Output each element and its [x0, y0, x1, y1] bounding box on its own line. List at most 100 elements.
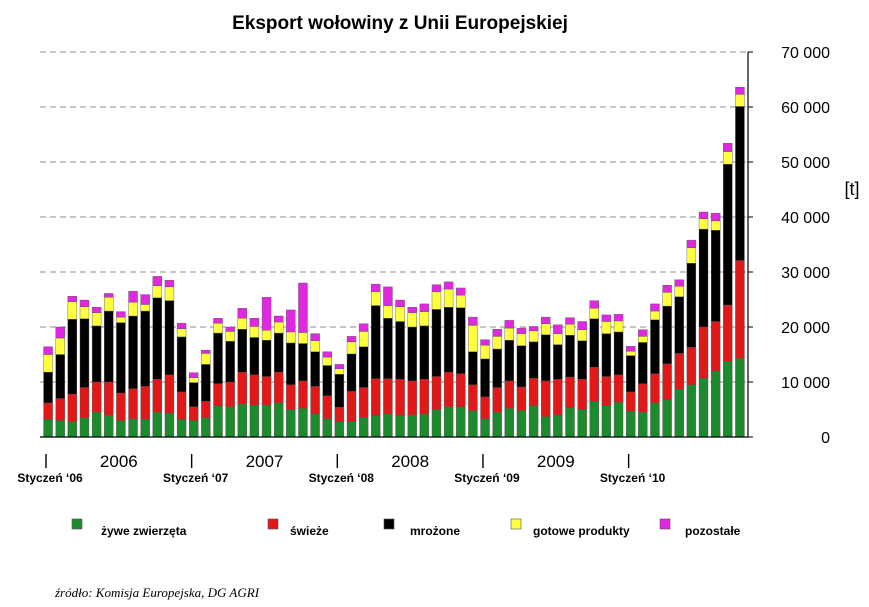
bar-segment: [383, 305, 393, 319]
legend-swatch: [383, 518, 395, 530]
bar-segment: [698, 218, 709, 230]
bar-segment: [638, 383, 648, 413]
bar-segment: [686, 384, 697, 438]
bar-segment: [152, 285, 163, 299]
bar-segment: [613, 331, 624, 376]
bar-segment: [516, 386, 527, 411]
bar-segment: [43, 346, 53, 355]
bar-segment: [626, 351, 636, 356]
bar-segment: [261, 340, 272, 377]
bar-segment: [140, 294, 150, 305]
bar-segment: [67, 296, 78, 302]
bar-segment: [91, 312, 102, 327]
bar-segment: [286, 331, 296, 344]
bar-segment: [116, 322, 126, 394]
bar-segment: [237, 318, 247, 330]
bar-segment: [55, 326, 65, 339]
bar-segment: [79, 299, 90, 307]
bar-segment: [79, 387, 90, 418]
bar-segment: [674, 279, 684, 287]
bar-segment: [310, 333, 320, 341]
bar-segment: [468, 325, 478, 352]
bar-segment: [140, 386, 150, 420]
month-label: Styczeń ‘08: [309, 471, 375, 485]
bar-segment: [601, 314, 612, 322]
bar-segment: [298, 408, 308, 438]
bar-segment: [735, 260, 745, 359]
bar-segment: [152, 276, 163, 286]
bar-segment: [261, 297, 272, 331]
bar-segment: [249, 318, 260, 327]
bar-segment: [358, 417, 369, 438]
bar-segment: [723, 151, 733, 165]
bar-segment: [358, 331, 369, 347]
bar-segment: [601, 376, 612, 406]
bar-segment: [407, 326, 417, 382]
year-label: 2006: [100, 452, 138, 471]
bar-segment: [274, 332, 284, 373]
bar-segment: [723, 163, 733, 306]
bar-segment: [565, 376, 575, 409]
bar-segment: [638, 342, 648, 384]
axes: [40, 52, 749, 438]
bar-segment: [128, 418, 138, 438]
bar-segment: [710, 212, 721, 222]
bar-segment: [419, 325, 430, 380]
bar-segment: [298, 343, 308, 382]
bar-segment: [298, 332, 308, 344]
legend-label: mrożone: [410, 524, 460, 538]
month-label: Styczeń ‘10: [600, 471, 666, 485]
bar-segment: [723, 360, 733, 438]
bar-segment: [480, 344, 490, 360]
bar-segment: [431, 409, 442, 438]
bar-segment: [601, 321, 612, 334]
bar-segment: [286, 342, 296, 385]
bar-segment: [626, 391, 636, 412]
bar-segment: [407, 380, 417, 416]
bar-segment: [225, 381, 235, 407]
bar-segment: [358, 346, 369, 388]
bar-segment: [541, 323, 551, 335]
bar-segment: [638, 336, 648, 343]
bar-segment: [383, 286, 393, 306]
source-note: źródło: Komisja Europejska, DG AGRI: [54, 585, 260, 600]
bar-segment: [358, 323, 369, 332]
bar-segment: [662, 305, 672, 365]
bar-segment: [528, 330, 539, 343]
bar-segment: [589, 318, 599, 368]
bar-segment: [189, 406, 199, 421]
bar-segment: [492, 329, 502, 337]
bar-segment: [225, 326, 235, 332]
month-label: Styczeń ‘06: [17, 471, 83, 485]
bar-segment: [91, 381, 102, 413]
bar-segment: [43, 419, 53, 438]
bar-segment: [383, 318, 393, 379]
bar-segment: [492, 336, 502, 350]
bar-segment: [383, 378, 393, 415]
bar-segment: [541, 334, 551, 382]
bar-segment: [346, 353, 357, 392]
bar-segment: [152, 297, 163, 380]
bar-segment: [735, 86, 745, 95]
bar-segment: [431, 284, 442, 292]
bar-segment: [164, 374, 175, 414]
bar-segment: [237, 371, 247, 405]
bar-segment: [456, 406, 466, 438]
bar-segment: [43, 354, 53, 373]
bar-segment: [237, 308, 247, 319]
bar-segment: [698, 228, 709, 328]
bar-segment: [128, 388, 138, 420]
bar-segment: [710, 220, 721, 231]
bar-segment: [674, 388, 684, 438]
bar-segment: [686, 247, 697, 264]
bar-segment: [480, 339, 490, 346]
bar-segment: [164, 413, 175, 438]
bar-segment: [710, 229, 721, 322]
bar-segment: [261, 330, 272, 341]
y-tick-label: 30 000: [781, 265, 830, 282]
bar-segment: [516, 345, 527, 388]
bar-segment: [553, 324, 563, 334]
bar-segment: [589, 401, 599, 438]
bar-segment: [237, 329, 247, 373]
bar-segment: [286, 309, 296, 333]
